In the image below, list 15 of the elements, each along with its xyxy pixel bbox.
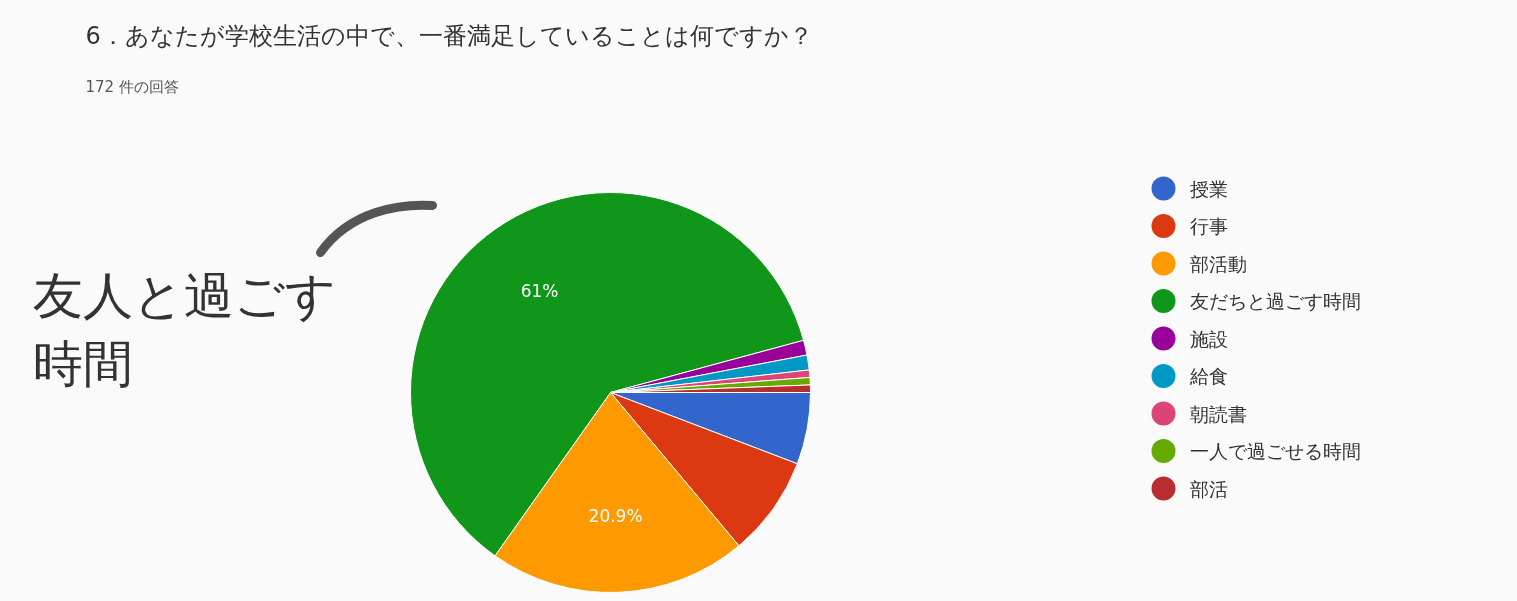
legend-label: 施設 [1189, 327, 1228, 350]
text: 友人と過ごす [32, 266, 336, 325]
legend-label: 行事 [1189, 215, 1228, 237]
legend-label: 一人で過ごせる時間 [1189, 440, 1361, 462]
text: 時間 [32, 334, 133, 393]
legend-label: 給食 [1188, 365, 1228, 387]
chart-title: 6．あなたが学校生活の中で、一番満足していることは何ですか？ [85, 21, 813, 50]
legend-label: 友だちと過ごす時間 [1189, 290, 1361, 312]
text: 172 件の回答 [85, 77, 179, 96]
legend-label: 部活動 [1189, 252, 1247, 275]
legend-label: 朝読書 [1189, 402, 1247, 425]
data-label: 20.9% [588, 506, 643, 527]
data-label: 61% [520, 280, 559, 301]
legend-label: 部活 [1189, 477, 1228, 500]
legend-label: 授業 [1189, 177, 1228, 200]
